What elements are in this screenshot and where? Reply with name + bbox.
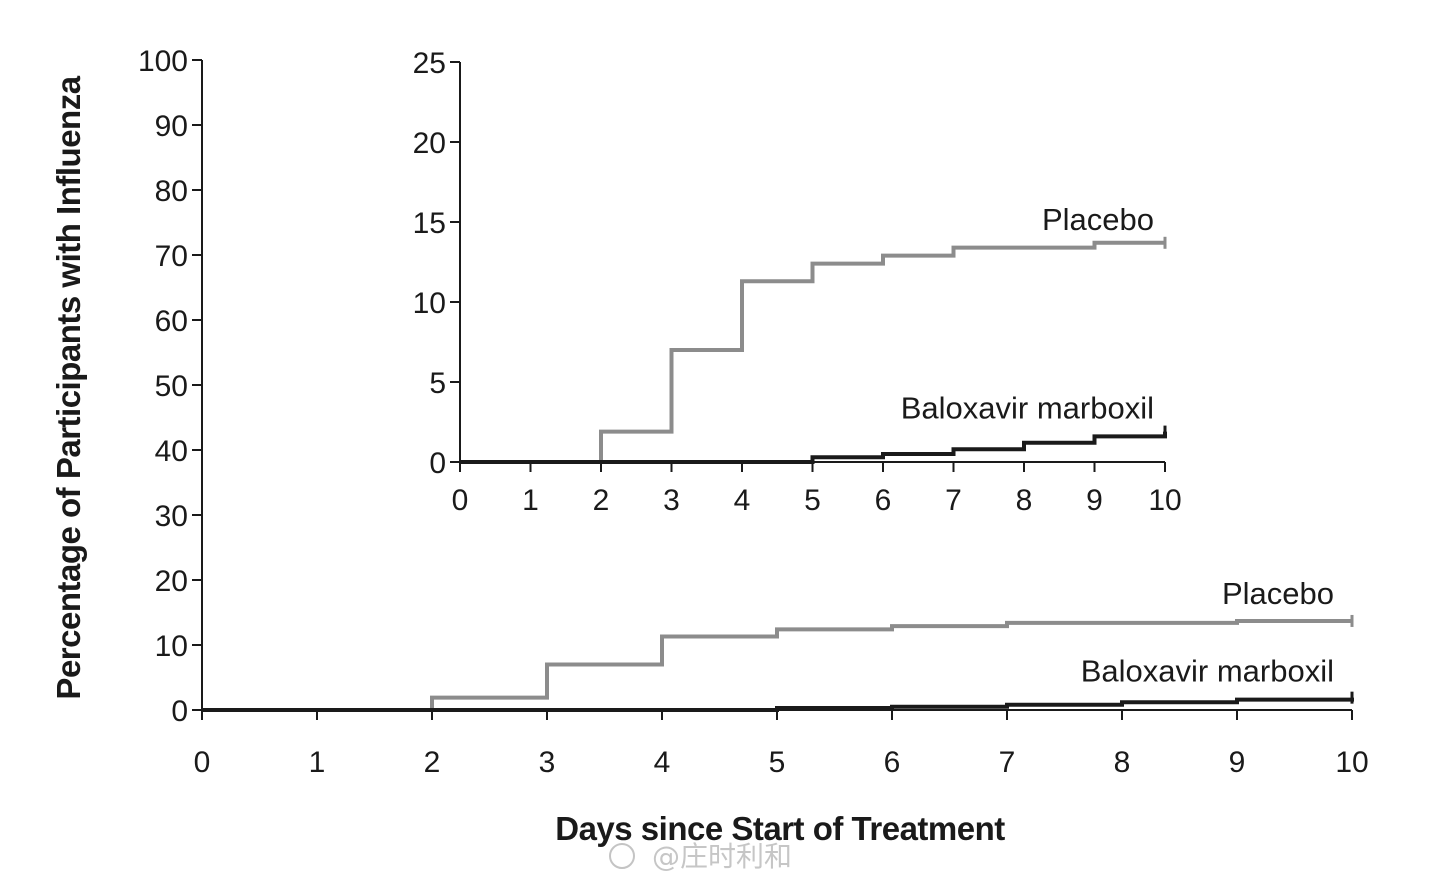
x-tick-label: 10	[1335, 746, 1368, 779]
y-tick-label: 70	[155, 240, 188, 273]
x-tick-label: 3	[663, 484, 680, 517]
x-tick-label: 1	[522, 484, 539, 517]
series-line-placebo	[202, 618, 1352, 712]
x-tick-label: 9	[1086, 484, 1103, 517]
y-tick-label: 0	[429, 447, 446, 480]
y-tick-label: 60	[155, 305, 188, 338]
x-tick-label: 4	[734, 484, 751, 517]
series-label-baloxavir: Baloxavir marboxil	[1081, 654, 1334, 689]
y-tick-label: 5	[429, 367, 446, 400]
x-axis-title: Days since Start of Treatment	[555, 810, 1005, 847]
series-label-placebo: Placebo	[1042, 202, 1154, 237]
x-tick-label: 2	[424, 746, 441, 779]
y-tick-label: 15	[413, 207, 446, 240]
y-tick-label: 40	[155, 435, 188, 468]
y-tick-label: 100	[138, 45, 188, 78]
y-tick-label: 30	[155, 500, 188, 533]
x-tick-label: 2	[593, 484, 610, 517]
weibo-icon	[609, 843, 635, 869]
series-label-baloxavir: Baloxavir marboxil	[901, 391, 1154, 426]
x-tick-label: 9	[1229, 746, 1246, 779]
y-axis-title: Percentage of Participants with Influenz…	[50, 75, 87, 699]
x-tick-label: 8	[1016, 484, 1033, 517]
x-tick-label: 6	[884, 746, 901, 779]
x-tick-label: 0	[194, 746, 211, 779]
x-tick-label: 5	[804, 484, 821, 517]
series-line-placebo	[460, 240, 1165, 464]
y-tick-label: 10	[155, 630, 188, 663]
y-tick-label: 90	[155, 110, 188, 143]
series-line-baloxavir	[460, 431, 1167, 464]
watermark: @庄时利和	[609, 840, 792, 873]
x-tick-label: 7	[999, 746, 1016, 779]
x-tick-label: 8	[1114, 746, 1131, 779]
inset-chart: 0 1 2 3 4 5 6 7 8 9 10 0 5 10 15 20 25 Placebo Baloxavir m…	[413, 47, 1182, 517]
y-tick-label: 20	[155, 565, 188, 598]
x-tick-label: 5	[769, 746, 786, 779]
x-tick-label: 3	[539, 746, 556, 779]
x-tick-label: 10	[1148, 484, 1181, 517]
watermark-text: @庄时利和	[652, 840, 792, 873]
y-tick-label: 10	[413, 287, 446, 320]
x-tick-label: 4	[654, 746, 671, 779]
y-tick-label: 20	[413, 127, 446, 160]
y-tick-label: 0	[171, 695, 188, 728]
main-chart: 0 1 2 3 4 5 6 7 8 9 100102030405060708090100Placeb…	[138, 45, 1369, 779]
x-tick-label: 6	[875, 484, 892, 517]
x-tick-label: 1	[309, 746, 326, 779]
series-label-placebo: Placebo	[1222, 576, 1334, 611]
y-tick-label: 80	[155, 175, 188, 208]
y-tick-label: 25	[413, 47, 446, 80]
x-tick-label: 0	[452, 484, 469, 517]
series-line-baloxavir	[202, 697, 1354, 712]
x-tick-label: 7	[945, 484, 962, 517]
y-tick-label: 50	[155, 370, 188, 403]
